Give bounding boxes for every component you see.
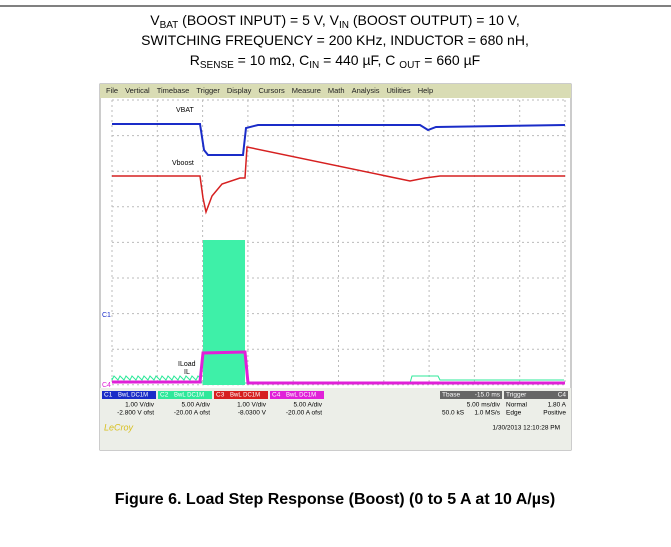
trigger-type: Edge <box>506 410 522 417</box>
trace-label: ILoad <box>178 361 196 368</box>
channel-scale: 5.00 A/div <box>181 402 210 409</box>
menu-item: Measure <box>292 86 321 95</box>
page: C1BwL DC1M1.00 V/div-2.800 V ofstC2BwL D… <box>0 0 671 542</box>
channel-offset: -2.800 V ofst <box>117 410 154 417</box>
timebase-rate: 1.0 MS/s <box>474 410 500 417</box>
subscript: IN <box>339 20 349 31</box>
channel-offset: -20.00 A ofst <box>286 410 322 417</box>
menu-item: Help <box>418 86 433 95</box>
brand-logo: LeCroy <box>104 422 134 432</box>
trace-label: IL <box>184 369 190 376</box>
trace-label: VBAT <box>176 107 194 114</box>
menu-item: Timebase <box>157 86 190 95</box>
caption: Figure 6. Load Step Response (Boost) (0 … <box>115 491 555 508</box>
trigger-mode: Normal <box>506 402 528 409</box>
menu-item: Analysis <box>352 86 380 95</box>
menu-item: Utilities <box>387 86 411 95</box>
trigger-label: Trigger <box>506 392 527 399</box>
channel-scale: 1.00 V/div <box>237 402 267 409</box>
timestamp: 1/30/2013 12:10:28 PM <box>492 425 560 432</box>
subscript: IN <box>309 60 319 71</box>
trace-label: Vboost <box>172 160 194 167</box>
menu-item: Math <box>328 86 345 95</box>
il-switching-burst <box>203 240 245 385</box>
channel-name: C2 <box>160 392 169 399</box>
menu-item: File <box>106 86 118 95</box>
channel-mode: BwL DC1M <box>118 393 148 399</box>
channel-offset: -20.00 A ofst <box>174 410 210 417</box>
channel-scale: 1.00 V/div <box>125 402 155 409</box>
channel-name: C1 <box>104 392 113 399</box>
timebase-label: Tbase <box>442 392 460 399</box>
subscript: SENSE <box>200 60 234 71</box>
trigger-level: 1.80 A <box>548 402 567 409</box>
condition-line: SWITCHING FREQUENCY = 200 KHz, INDUCTOR … <box>141 32 529 48</box>
condition-line: RSENSE = 10 mΩ, CIN = 440 µF, C OUT = 66… <box>190 52 480 71</box>
channel-name: C4 <box>272 392 281 399</box>
condition-text: (BOOST OUTPUT) = 10 V, <box>349 12 520 28</box>
condition-line: VBAT (BOOST INPUT) = 5 V, VIN (BOOST OUT… <box>150 12 520 31</box>
timebase-scale: 5.00 ms/div <box>467 402 501 409</box>
subscript: OUT <box>399 60 420 71</box>
timebase-samples: 50.0 kS <box>442 410 465 417</box>
condition-text: R <box>190 52 200 68</box>
channel-mode: BwL DC1M <box>286 393 316 399</box>
channel-name: C3 <box>216 392 225 399</box>
condition-text: = 440 µF, C <box>319 52 399 68</box>
figure: C1BwL DC1M1.00 V/div-2.800 V ofstC2BwL D… <box>0 0 671 542</box>
menu-item: Vertical <box>125 86 150 95</box>
channel-offset: -8.0300 V <box>238 410 267 417</box>
subscript: BAT <box>160 20 179 31</box>
menu-item: Cursors <box>258 86 285 95</box>
trigger-source: C4 <box>558 392 567 399</box>
channel-scale: 5.00 A/div <box>293 402 322 409</box>
condition-text: = 660 µF <box>420 52 480 68</box>
timebase-delay: -15.0 ms <box>475 392 501 399</box>
menu-item: Display <box>227 86 252 95</box>
condition-text: SWITCHING FREQUENCY = 200 KHz, INDUCTOR … <box>141 32 529 48</box>
trace-label: C1 <box>102 312 111 319</box>
trigger-slope: Positive <box>543 410 566 417</box>
trace-label: C4 <box>102 382 111 389</box>
menu-item: Trigger <box>196 86 220 95</box>
condition-text: (BOOST INPUT) = 5 V, V <box>178 12 339 28</box>
channel-mode: BwL DC1M <box>174 393 204 399</box>
channel-mode: BwL DC1M <box>230 393 260 399</box>
condition-text: = 10 mΩ, C <box>234 52 309 68</box>
